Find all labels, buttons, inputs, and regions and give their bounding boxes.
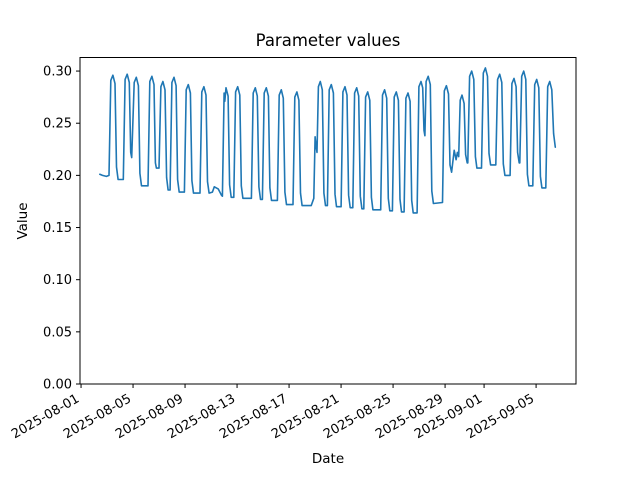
y-tick-label: 0.00 xyxy=(43,378,72,393)
data-line-series xyxy=(99,67,557,214)
y-tick-label: 0.20 xyxy=(43,169,72,184)
y-tick-label: 0.15 xyxy=(43,221,72,236)
y-tick-label: 0.10 xyxy=(43,273,72,288)
x-axis-ticks: 2025-08-012025-08-052025-08-092025-08-13… xyxy=(9,384,537,442)
x-axis-label: Date xyxy=(312,451,344,467)
y-tick-label: 0.30 xyxy=(43,65,72,80)
chart-title: Parameter values xyxy=(256,31,401,50)
y-axis-label: Value xyxy=(15,202,31,239)
y-tick-label: 0.05 xyxy=(43,325,72,340)
axes-frame xyxy=(79,57,577,385)
y-tick-label: 0.25 xyxy=(43,117,72,132)
y-axis-ticks: 0.00 0.05 0.10 0.15 0.20 0.25 0.30 xyxy=(43,65,80,393)
